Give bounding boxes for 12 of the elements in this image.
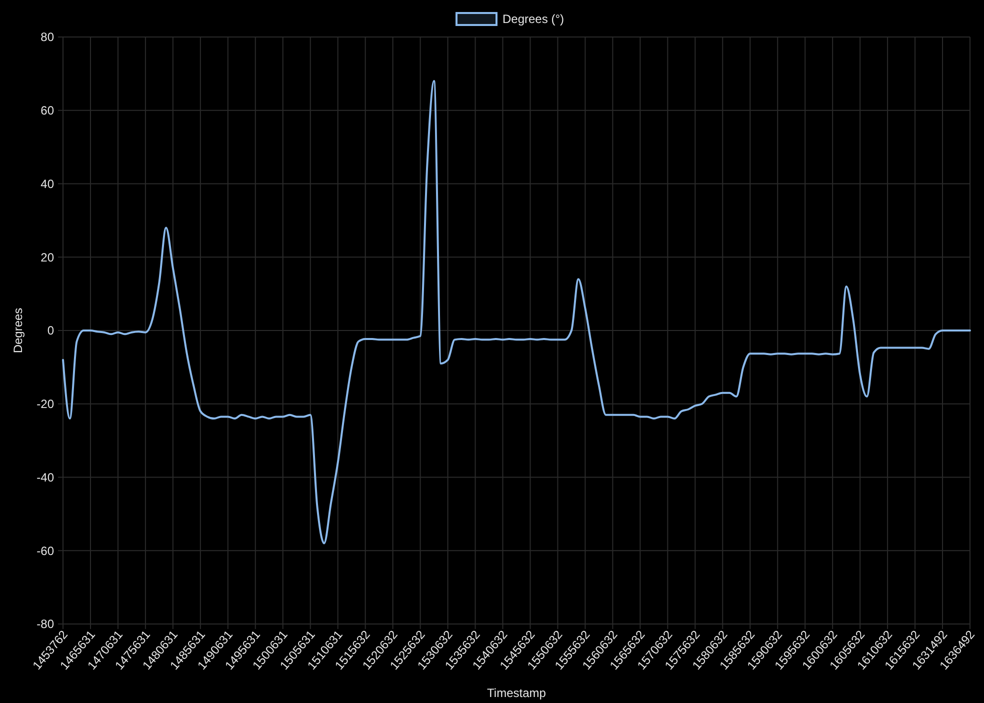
y-axis-title: Degrees [11,308,25,354]
y-tick-label: -80 [36,617,54,632]
y-tick-label: 60 [40,104,54,118]
y-tick-label: -40 [36,470,54,484]
y-tick-label: 40 [40,176,54,191]
y-tick-label: -60 [36,544,54,558]
y-tick-label: 0 [47,324,54,338]
x-axis-title: Timestamp [487,686,546,700]
y-tick-label: 80 [40,30,54,44]
y-tick-label: -20 [36,397,54,412]
y-tick-label: 20 [40,250,54,264]
legend-label: Degrees (°) [502,12,564,26]
